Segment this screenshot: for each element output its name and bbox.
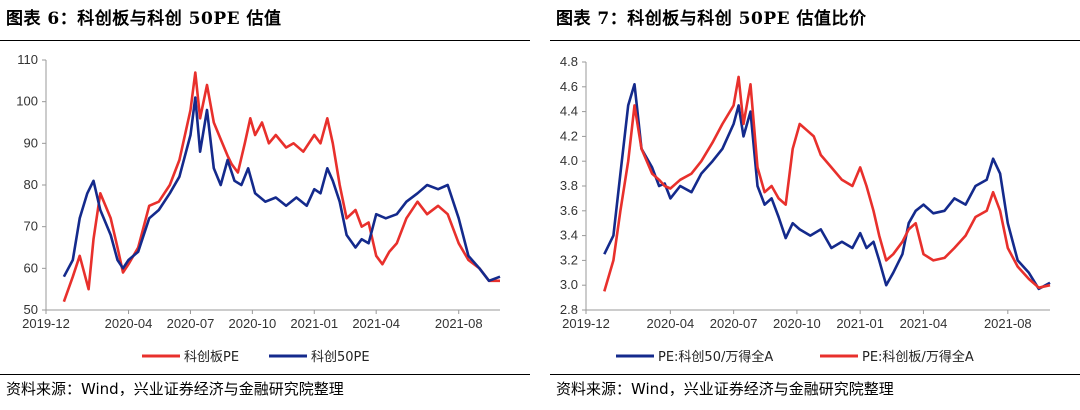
legend-label: PE:科创50/万得全A: [658, 349, 773, 365]
series-line: [62, 71, 500, 303]
y-tick-label: 4.6: [560, 79, 578, 94]
x-tick-label: 2021-08: [435, 316, 483, 331]
x-tick-label: 2021-01: [290, 316, 338, 331]
y-tick-label: 4.4: [560, 104, 578, 119]
source-note: 资料来源：Wind，兴业证券经济与金融研究院整理: [556, 380, 894, 398]
y-tick-label: 3.8: [560, 178, 578, 193]
x-tick-label: 2019-12: [22, 316, 70, 331]
source-rule: [0, 374, 530, 375]
x-tick-label: 2021-08: [984, 316, 1032, 331]
source-rule: [550, 374, 1080, 375]
x-tick-label: 2019-12: [562, 316, 610, 331]
y-tick-label: 2.8: [560, 302, 578, 317]
title-rule: [0, 40, 530, 41]
x-tick-label: 2021-01: [836, 316, 884, 331]
x-tick-label: 2021-04: [352, 316, 400, 331]
x-tick-label: 2021-04: [900, 316, 948, 331]
y-tick-label: 4.0: [560, 153, 578, 168]
x-tick-label: 2020-04: [105, 316, 153, 331]
series-line: [603, 75, 1051, 292]
x-tick-label: 2020-04: [647, 316, 695, 331]
y-tick-label: 3.2: [560, 252, 578, 267]
chart-title: 图表 7：科创板与科创 50PE 估值比价: [556, 9, 867, 29]
y-tick-label: 50: [24, 302, 38, 317]
y-tick-label: 100: [16, 94, 38, 109]
x-tick-label: 2020-07: [710, 316, 758, 331]
legend-label: 科创板PE: [184, 350, 239, 365]
chart-panel-right: 图表 7：科创板与科创 50PE 估值比价 2.8 3.0 3.2 3.4 3.6 3.8…: [550, 0, 1080, 410]
y-tick-label: 4.8: [560, 54, 578, 69]
y-tick-label: 3.0: [560, 277, 578, 292]
x-tick-label: 2020-07: [167, 316, 215, 331]
y-tick-label: 70: [24, 219, 38, 234]
chart-panel-left: 图表 6：科创板与科创 50PE 估值 50 60 70 80 90 100 110 2019…: [0, 0, 530, 410]
series-line: [603, 83, 1051, 291]
y-tick-label: 3.6: [560, 203, 578, 218]
title-rule: [550, 40, 1080, 41]
x-tick-label: 2020-10: [773, 316, 821, 331]
legend-label: PE:科创板/万得全A: [862, 349, 974, 365]
line-chart-pe-ratio: 2.8 3.0 3.2 3.4 3.6 3.8 4.0 4.2 4.4 4.6 4.8 2019-12…: [560, 54, 1051, 365]
y-tick-label: 4.2: [560, 128, 578, 143]
y-tick-label: 90: [24, 135, 38, 150]
y-tick-label: 3.4: [560, 228, 578, 243]
line-chart-pe: 50 60 70 80 90 100 110 2019-12 2020-04 2020-07 202…: [16, 52, 501, 365]
y-tick-label: 110: [17, 52, 38, 67]
source-note: 资料来源：Wind，兴业证券经济与金融研究院整理: [6, 380, 344, 398]
chart-title: 图表 6：科创板与科创 50PE 估值: [6, 9, 282, 29]
x-tick-label: 2020-10: [229, 316, 277, 331]
y-tick-label: 60: [24, 260, 38, 275]
series-line: [62, 96, 501, 283]
y-tick-label: 80: [24, 177, 38, 192]
legend-label: 科创50PE: [311, 350, 370, 365]
